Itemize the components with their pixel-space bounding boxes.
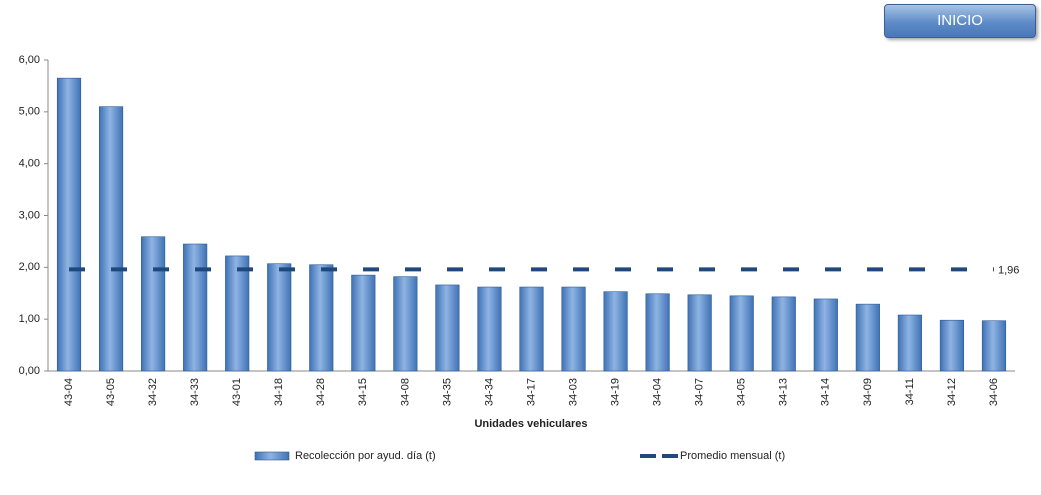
x-tick-label: 43-04 (63, 378, 75, 406)
bar (98, 106, 124, 372)
x-tick-label: 34-34 (483, 378, 495, 406)
x-tick-label: 34-28 (315, 378, 327, 406)
bar (687, 294, 712, 372)
bar (603, 291, 628, 372)
y-tick-label: 0,00 (19, 365, 40, 377)
bar (477, 286, 502, 372)
bar (351, 274, 376, 372)
x-tick-label: 34-11 (904, 378, 916, 405)
x-tick-label: 34-05 (736, 378, 748, 406)
x-tick-label: 34-19 (609, 378, 621, 406)
bar (225, 255, 250, 372)
x-tick-label: 34-35 (441, 378, 453, 406)
bar (141, 236, 166, 372)
home-button[interactable]: INICIO (884, 4, 1036, 38)
x-tick-label: 34-13 (778, 378, 790, 406)
x-tick-label: 34-08 (399, 378, 411, 406)
y-tick-label: 6,00 (19, 54, 40, 66)
x-tick-label: 34-09 (862, 378, 874, 406)
x-tick-label: 34-06 (988, 378, 1000, 406)
bar (645, 293, 670, 372)
y-tick-label: 1,00 (19, 313, 40, 325)
bar (981, 320, 1007, 372)
legend-swatch (254, 451, 290, 461)
data-label: 1,96 (998, 264, 1019, 276)
bar (855, 303, 880, 372)
bar (813, 298, 838, 372)
legend-label: Recolección por ayud. día (t) (295, 450, 436, 462)
bar (56, 77, 82, 372)
y-tick-label: 2,00 (19, 261, 40, 273)
bar (939, 319, 965, 372)
x-tick-label: 43-05 (105, 378, 117, 406)
y-tick-label: 5,00 (19, 106, 40, 118)
x-tick-label: 34-18 (273, 378, 285, 406)
bar (729, 295, 754, 372)
x-tick-label: 43-01 (231, 378, 243, 406)
bar (897, 314, 922, 372)
x-tick-label: 34-14 (820, 378, 832, 406)
bar (561, 286, 586, 372)
x-tick-label: 34-03 (567, 378, 579, 406)
bar (393, 276, 418, 372)
x-tick-label: 34-12 (946, 378, 958, 406)
x-tick-label: 34-32 (147, 378, 159, 406)
bar (435, 284, 460, 372)
x-tick-label: 34-15 (357, 378, 369, 406)
x-tick-label: 34-33 (189, 378, 201, 406)
y-tick-label: 3,00 (19, 209, 40, 221)
legend-label: Promedio mensual (t) (680, 450, 785, 462)
x-axis-title: Unidades vehiculares (474, 418, 587, 430)
bar (309, 264, 334, 372)
x-tick-label: 34-04 (652, 378, 664, 406)
bar (519, 286, 544, 372)
x-tick-label: 34-17 (525, 378, 537, 406)
y-tick-label: 4,00 (19, 158, 40, 170)
bar (771, 296, 796, 372)
bar (183, 243, 208, 372)
bar (267, 263, 292, 372)
x-tick-label: 34-07 (694, 378, 706, 406)
